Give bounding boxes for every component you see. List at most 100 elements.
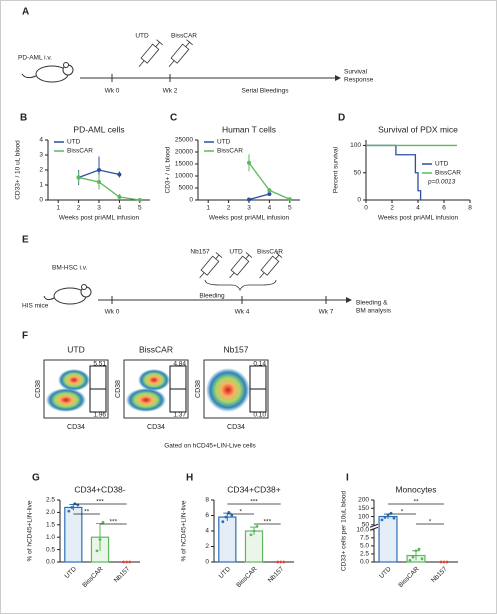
flow-title: Nb157 [223,344,248,354]
marker [76,175,81,180]
density [138,369,170,391]
y-axis-label: CD33+ cells per 10uL blood [341,491,348,572]
density [126,388,166,412]
injection-label: PD-AML i.v. [18,55,52,62]
panel-label: C [170,113,177,124]
timeline-label: Wk 4 [235,309,250,316]
arrow-head [335,75,341,81]
sig-label: *** [250,499,258,506]
series-line [366,144,422,201]
syringe [199,252,283,279]
y-tick-label: 8 [205,497,209,504]
density [206,368,250,412]
y-tick-label: 5.0 [360,543,369,550]
treatment-label: UTD [135,33,149,40]
injection-label: BM-HSC i.v. [52,265,87,272]
chart-title: CD34+CD38- [74,484,125,494]
data-point [417,547,421,551]
marker [117,195,122,199]
axis-label: CD34 [227,424,245,431]
y-axis-label: % of hCD45+LIN-live [27,500,34,561]
x-tick-label: 0 [364,205,368,212]
endpoint-label: Bleeding & [356,300,388,307]
series-line [248,193,270,201]
data-point [383,515,387,519]
timeline-label: Wk 7 [319,309,334,316]
marker [117,172,122,177]
mouse-icon [43,284,92,305]
y-tick-label: 200 [358,497,369,504]
y-tick-label: 15000 [175,161,193,168]
panel-label: H [186,473,193,484]
bar [378,515,398,563]
axis-break [370,525,378,530]
bar [64,506,83,563]
y-axis-label: CD3+ / uL blood [165,146,172,193]
bar [218,516,237,563]
legend-label: UTD [67,139,81,146]
axis-label: CD34 [67,424,85,431]
y-tick-label: 2.5 [360,551,369,558]
sig-label: * [239,509,242,516]
y-tick-label: 4 [205,528,209,535]
panel-label: D [338,113,345,124]
arrow-head [346,297,352,303]
x-axis-label: Weeks post priAML infusion [59,215,140,222]
data-point [125,560,129,564]
y-tick-label: 20000 [175,149,193,156]
x-tick-label: 4 [118,205,122,212]
timeline-label: Serial Bleedings [242,88,290,95]
panel-label: G [32,473,40,484]
data-point [224,515,228,519]
y-tick-label: 1 [39,182,43,189]
data-point [414,549,418,553]
density [46,388,86,412]
x-axis-label: Weeks post priAML infusion [209,215,290,222]
data-point [230,514,234,517]
gate-value: 0.10 [253,412,266,419]
legend-label: BissCAR [67,148,93,155]
y-tick-label: 2 [205,543,209,550]
y-tick-label: 1.5 [46,522,55,529]
data-point [252,529,256,533]
data-point [128,560,132,564]
timeline-label: Wk 2 [163,88,178,95]
data-point [276,560,280,564]
x-tick-label: 5 [138,205,142,212]
data-point [282,560,286,564]
y-tick-label: 10.0 [356,526,369,533]
y-tick-label: 7.5 [360,535,369,542]
gate-value: 0.14 [253,361,266,368]
data-point [408,558,412,562]
gate [249,388,267,413]
y-tick-label: 0 [205,559,209,566]
sig-label: * [401,509,404,516]
data-point [249,533,253,537]
y-tick-label: 5000 [179,185,194,192]
mouse-icon [21,62,74,83]
axis-break [369,526,379,531]
x-tick-label: 2 [77,205,81,212]
marker [267,188,272,193]
data-point [101,520,105,524]
flow-title: UTD [67,344,84,354]
y-tick-label: 2.0 [46,509,55,516]
y-tick-label: 10000 [175,173,193,180]
data-point [392,516,396,520]
sig-label: ** [84,509,90,516]
x-tick-label: 1 [206,205,210,212]
chart-title: PD-AML cells [73,124,124,134]
y-tick-label: 3 [39,152,43,159]
y-tick-label: 6 [205,512,209,519]
chart-title: Survival of PDX mice [378,124,458,134]
panel-label: B [20,113,27,124]
sig-label: *** [110,519,118,526]
x-tick-label: 4 [268,205,272,212]
y-tick-label: 2 [39,167,43,174]
gate-value: 1.96 [93,412,106,419]
marker [137,198,142,202]
y-tick-label: 50 [354,169,362,176]
